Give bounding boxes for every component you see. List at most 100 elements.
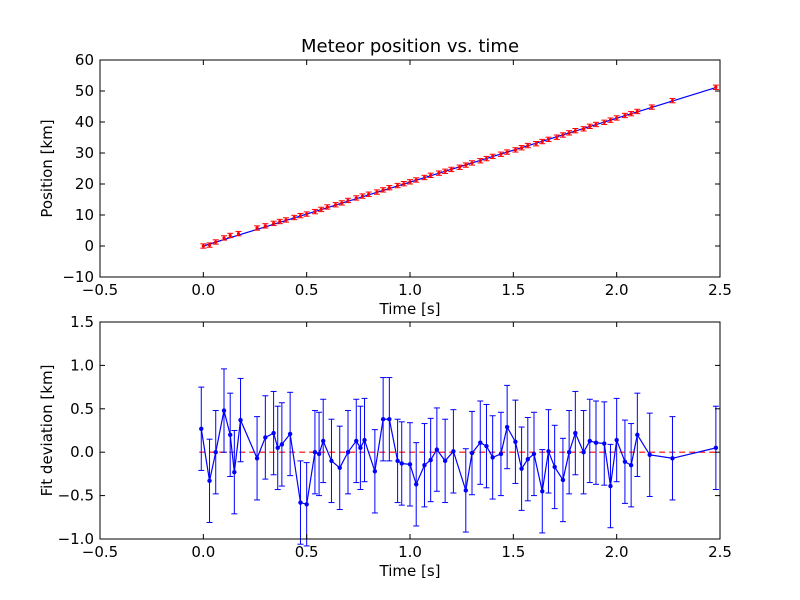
deviation-data-point xyxy=(635,432,640,438)
position-x-tick-label: 1.5 xyxy=(501,281,525,299)
deviation-data-point xyxy=(552,464,557,470)
deviation-data-point xyxy=(228,432,233,438)
position-data-point xyxy=(375,190,379,194)
deviation-data-point xyxy=(531,451,537,457)
position-data-point xyxy=(635,109,639,114)
position-data-point xyxy=(396,183,400,188)
position-data-point xyxy=(272,221,276,225)
deviation-data-point xyxy=(362,437,367,443)
deviation-data-point xyxy=(279,442,285,447)
position-data-point xyxy=(340,201,344,205)
deviation-data-point xyxy=(271,430,276,436)
position-data-point xyxy=(334,203,338,207)
position-plot-area xyxy=(200,84,719,249)
deviation-axis-ticks: −0.5 0.0 0.5 1.0 1.5 2.0 2.5−1.0−0.50.00.51.01… xyxy=(58,313,732,561)
deviation-data-point xyxy=(316,451,322,457)
position-data-point xyxy=(520,146,524,150)
deviation-data-point xyxy=(358,445,363,451)
position-y-tick-label: 60 xyxy=(75,51,94,69)
position-y-axis-label: Position [km] xyxy=(38,119,56,217)
position-data-point xyxy=(214,240,218,244)
position-data-point xyxy=(381,188,385,192)
deviation-data-point xyxy=(434,447,440,452)
position-data-point xyxy=(555,135,559,139)
position-data-point xyxy=(505,150,509,154)
position-data-point xyxy=(629,112,633,116)
deviation-data-point xyxy=(407,462,413,467)
position-x-axis-label: Time [s] xyxy=(379,300,441,318)
deviation-y-axis-label: Fit deviation [km] xyxy=(38,365,56,497)
deviation-data-point xyxy=(263,435,268,440)
deviation-data-point xyxy=(647,452,652,458)
deviation-data-point xyxy=(478,440,483,445)
deviation-data-point xyxy=(560,477,566,483)
deviation-data-point xyxy=(207,478,212,484)
chart-title: Meteor position vs. time xyxy=(301,36,519,57)
deviation-data-point xyxy=(670,456,675,461)
deviation-data-point xyxy=(546,449,551,454)
deviation-data-point xyxy=(713,445,719,451)
position-y-tick-label: 30 xyxy=(75,144,94,162)
position-data-point xyxy=(201,244,205,248)
position-data-point xyxy=(714,85,718,89)
deviation-data-point xyxy=(395,458,400,464)
deviation-data-point xyxy=(414,482,419,487)
deviation-data-point xyxy=(321,438,326,444)
deviation-data-point xyxy=(428,457,433,463)
position-data-point xyxy=(594,122,598,127)
position-data-point xyxy=(305,212,309,216)
deviation-data-point xyxy=(345,450,351,455)
deviation-data-point xyxy=(484,443,489,449)
deviation-y-tick-label: 1.0 xyxy=(70,356,94,374)
position-axis-ticks: −0.5 0.0 0.5 1.0 1.5 2.0 2.5 −10 0 10 20 30 40 50 60 xyxy=(62,51,732,299)
position-y-tick-label: −10 xyxy=(62,268,94,286)
position-y-tick-label: 40 xyxy=(75,113,94,131)
position-data-point xyxy=(408,180,412,184)
deviation-data-point xyxy=(573,430,578,436)
position-data-point xyxy=(540,139,544,144)
deviation-data-point xyxy=(387,417,392,422)
deviation-data-point xyxy=(275,445,280,451)
position-data-point xyxy=(278,219,282,224)
deviation-data-point xyxy=(587,438,592,444)
position-data-point xyxy=(319,207,323,212)
position-data-point xyxy=(437,171,441,175)
position-data-point xyxy=(484,156,489,161)
position-data-point xyxy=(458,165,462,169)
position-data-point xyxy=(534,142,538,146)
deviation-data-point xyxy=(614,437,619,443)
position-data-point xyxy=(255,226,259,230)
deviation-data-point xyxy=(602,441,607,446)
position-data-point xyxy=(414,178,418,182)
deviation-data-point xyxy=(451,449,456,454)
position-data-point xyxy=(360,194,365,198)
deviation-data-point xyxy=(304,502,309,507)
deviation-y-tick-label: 0.5 xyxy=(70,400,94,418)
position-y-tick-label: 20 xyxy=(75,175,94,193)
deviation-data-point xyxy=(422,463,427,468)
position-data-point xyxy=(222,236,226,240)
position-data-point xyxy=(478,159,482,163)
deviation-data-point xyxy=(504,424,510,430)
position-data-point xyxy=(402,182,406,186)
position-data-point xyxy=(236,232,241,236)
position-x-tick-label: 0.5 xyxy=(295,281,319,299)
deviation-x-tick-label: 0.5 xyxy=(295,543,319,561)
position-y-tick-label: 10 xyxy=(75,206,94,224)
position-data-point xyxy=(470,161,474,165)
deviation-x-axis-label: Time [s] xyxy=(379,562,441,580)
position-data-point xyxy=(561,133,565,137)
deviation-data-point xyxy=(540,489,545,494)
position-data-point xyxy=(387,186,391,190)
deviation-data-point xyxy=(608,483,613,489)
position-data-point xyxy=(573,129,577,133)
position-data-point xyxy=(670,99,675,103)
deviation-data-point xyxy=(380,417,386,422)
deviation-data-point xyxy=(298,500,303,505)
deviation-data-point xyxy=(329,458,334,464)
position-data-point xyxy=(567,131,571,135)
deviation-data-point xyxy=(354,438,359,444)
position-y-tick-label: 0 xyxy=(84,237,94,255)
position-data-point xyxy=(491,154,495,159)
